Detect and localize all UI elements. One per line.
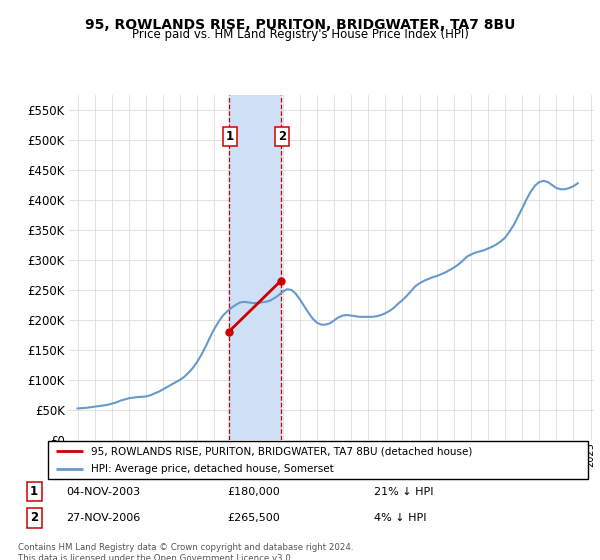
Text: £265,500: £265,500 — [227, 513, 280, 523]
Text: 4% ↓ HPI: 4% ↓ HPI — [374, 513, 426, 523]
Text: Price paid vs. HM Land Registry's House Price Index (HPI): Price paid vs. HM Land Registry's House … — [131, 28, 469, 41]
Text: 95, ROWLANDS RISE, PURITON, BRIDGWATER, TA7 8BU: 95, ROWLANDS RISE, PURITON, BRIDGWATER, … — [85, 18, 515, 32]
Text: 1: 1 — [30, 485, 38, 498]
Text: 21% ↓ HPI: 21% ↓ HPI — [374, 487, 433, 497]
Text: HPI: Average price, detached house, Somerset: HPI: Average price, detached house, Some… — [91, 464, 334, 474]
Text: 2: 2 — [278, 130, 286, 143]
Text: 1: 1 — [226, 130, 233, 143]
Text: Contains HM Land Registry data © Crown copyright and database right 2024.
This d: Contains HM Land Registry data © Crown c… — [18, 543, 353, 560]
FancyBboxPatch shape — [48, 441, 588, 479]
Text: 27-NOV-2006: 27-NOV-2006 — [66, 513, 140, 523]
Text: 95, ROWLANDS RISE, PURITON, BRIDGWATER, TA7 8BU (detached house): 95, ROWLANDS RISE, PURITON, BRIDGWATER, … — [91, 446, 473, 456]
Text: 2: 2 — [30, 511, 38, 524]
Text: 04-NOV-2003: 04-NOV-2003 — [66, 487, 140, 497]
Text: £180,000: £180,000 — [227, 487, 280, 497]
Bar — [229, 95, 281, 440]
